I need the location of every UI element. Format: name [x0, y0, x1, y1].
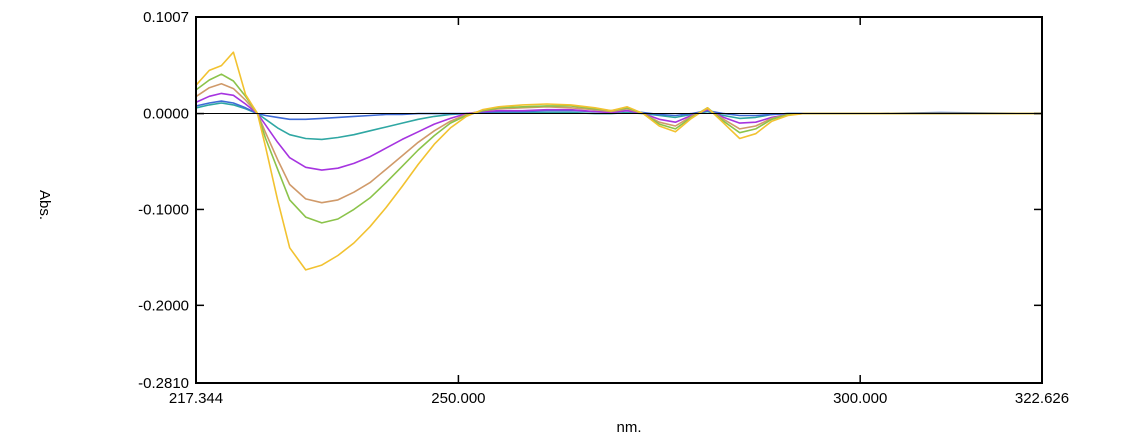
series-line-6: [195, 51, 1041, 271]
x-tick-label: 217.344: [169, 390, 223, 407]
y-tick-label: -0.1000: [138, 201, 189, 218]
series-line-4: [195, 83, 1041, 204]
x-tick-label: 250.000: [431, 390, 485, 407]
x-tick-label: 300.000: [833, 390, 887, 407]
x-axis-title: nm.: [616, 419, 641, 436]
series-line-1: [196, 102, 1041, 141]
series-line-3: [196, 92, 1041, 171]
y-tick-labels: 0.1007 0.0000 -0.1000 -0.2000 -0.2810: [138, 9, 189, 392]
y-tick-label: 0.0000: [143, 106, 189, 123]
x-tick-label: 322.626: [1015, 390, 1069, 407]
y-tick-label: 0.1007: [143, 9, 189, 26]
ticks: [196, 17, 1042, 383]
x-tick-labels: 217.344 250.000 300.000 322.626: [169, 390, 1069, 407]
y-tick-label: -0.2000: [138, 297, 189, 314]
series-line-2: [196, 100, 1042, 121]
plot-lines: [195, 51, 1042, 271]
y-tick-label: -0.2810: [138, 375, 189, 392]
y-axis-title: Abs.: [36, 190, 53, 220]
plot-frame: [195, 16, 1043, 384]
series-line-5: [195, 73, 1041, 224]
